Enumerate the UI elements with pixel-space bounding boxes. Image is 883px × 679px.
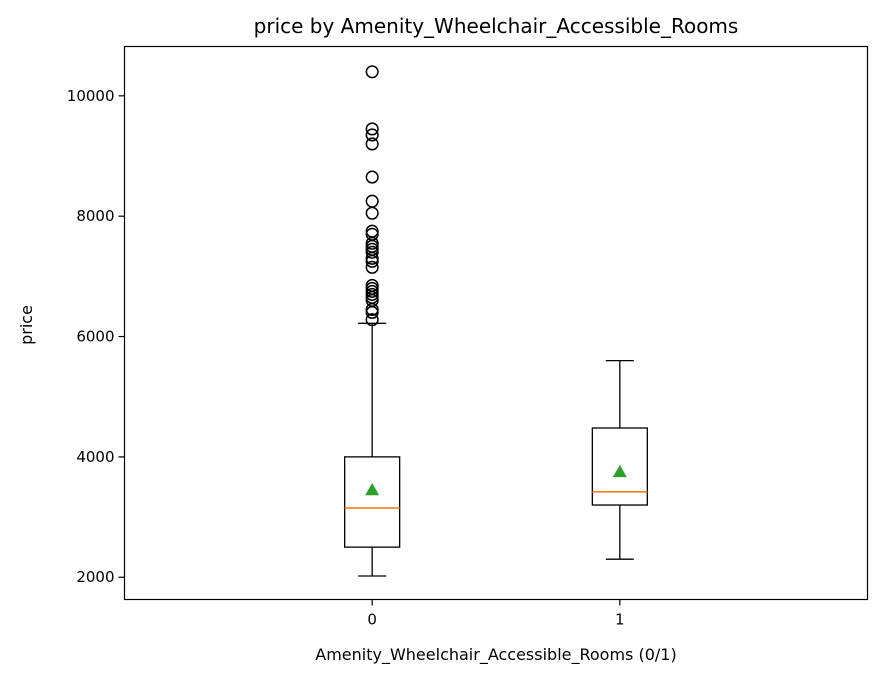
y-tick-label: 8000 (76, 207, 114, 225)
outlier-point (365, 278, 379, 292)
outlier-point (365, 260, 379, 274)
y-tick-label: 4000 (76, 448, 114, 466)
outlier-point (365, 206, 379, 220)
x-tick-label: 1 (615, 611, 625, 629)
box-group-0 (344, 65, 401, 577)
outlier-point (365, 194, 379, 208)
outlier-point (365, 224, 379, 238)
outlier-point (365, 122, 379, 136)
iqr-box (591, 427, 648, 506)
plot-area (344, 65, 648, 577)
outlier-point (365, 137, 379, 151)
outlier-point (365, 128, 379, 142)
outlier-point (365, 65, 379, 79)
y-tick-label: 6000 (76, 328, 114, 346)
y-tick-label: 2000 (76, 568, 114, 586)
x-tick-label: 0 (367, 611, 377, 629)
mean-marker (612, 464, 627, 478)
box-group-1 (591, 359, 648, 560)
plot-frame (123, 45, 869, 601)
y-tick-label: 10000 (67, 87, 115, 105)
iqr-box (344, 456, 401, 548)
y-axis-label: price (17, 305, 36, 345)
chart-title: price by Amenity_Wheelchair_Accessible_R… (254, 14, 739, 38)
outlier-point (365, 170, 379, 184)
x-axis-label: Amenity_Wheelchair_Accessible_Rooms (0/1… (315, 645, 676, 665)
outlier-point (365, 313, 379, 327)
mean-marker (365, 482, 380, 496)
y-axis-ticks: 2000 4000 6000 8000 10000 (67, 87, 125, 586)
